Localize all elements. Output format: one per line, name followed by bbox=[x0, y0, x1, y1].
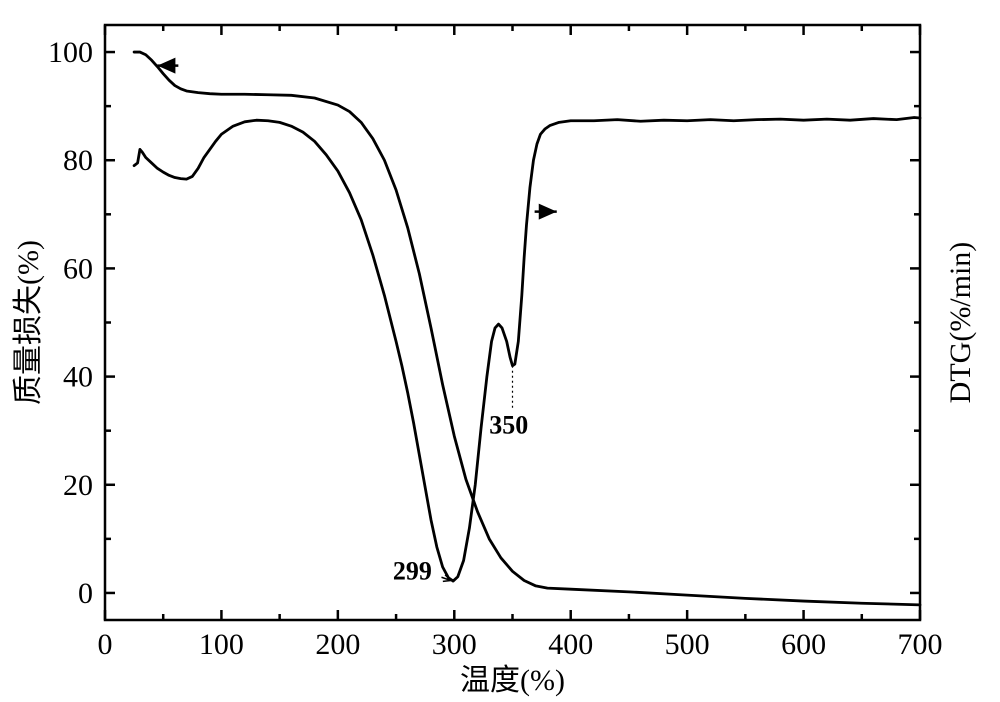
x-tick-label: 300 bbox=[432, 628, 477, 661]
y-tick-label: 60 bbox=[63, 252, 93, 285]
y-tick-label: 40 bbox=[63, 361, 93, 394]
x-tick-label: 500 bbox=[665, 628, 710, 661]
x-tick-label: 400 bbox=[548, 628, 593, 661]
dtg-curve bbox=[134, 118, 920, 582]
annotation-299: 299 bbox=[393, 556, 432, 585]
plot-frame bbox=[105, 25, 920, 620]
x-tick-label: 0 bbox=[98, 628, 113, 661]
x-tick-label: 600 bbox=[781, 628, 826, 661]
chart-container: 0 100 200 300 400 500 600 700 0 20 40 60 80 100 温度(%) 质… bbox=[0, 0, 1000, 702]
y-tick-label: 100 bbox=[48, 36, 93, 69]
x-tick-label: 700 bbox=[898, 628, 943, 661]
y-right-axis-title: DTG(%/min) bbox=[944, 242, 977, 404]
tga-dtg-chart: 0 100 200 300 400 500 600 700 0 20 40 60 80 100 温度(%) 质… bbox=[0, 0, 1000, 702]
annotation-299-arrow-head bbox=[443, 581, 451, 582]
y-tick-label: 80 bbox=[63, 144, 93, 177]
x-tick-label: 200 bbox=[315, 628, 360, 661]
x-tick-label: 100 bbox=[199, 628, 244, 661]
y-tick-label: 0 bbox=[78, 577, 93, 610]
y-left-axis-title: 质量损失(%) bbox=[12, 240, 45, 405]
annotation-350: 350 bbox=[489, 410, 528, 439]
tga-curve bbox=[134, 52, 920, 605]
right-indicator-arrow-head bbox=[539, 204, 557, 220]
y-tick-label: 20 bbox=[63, 469, 93, 502]
x-axis-title: 温度(%) bbox=[460, 664, 565, 697]
